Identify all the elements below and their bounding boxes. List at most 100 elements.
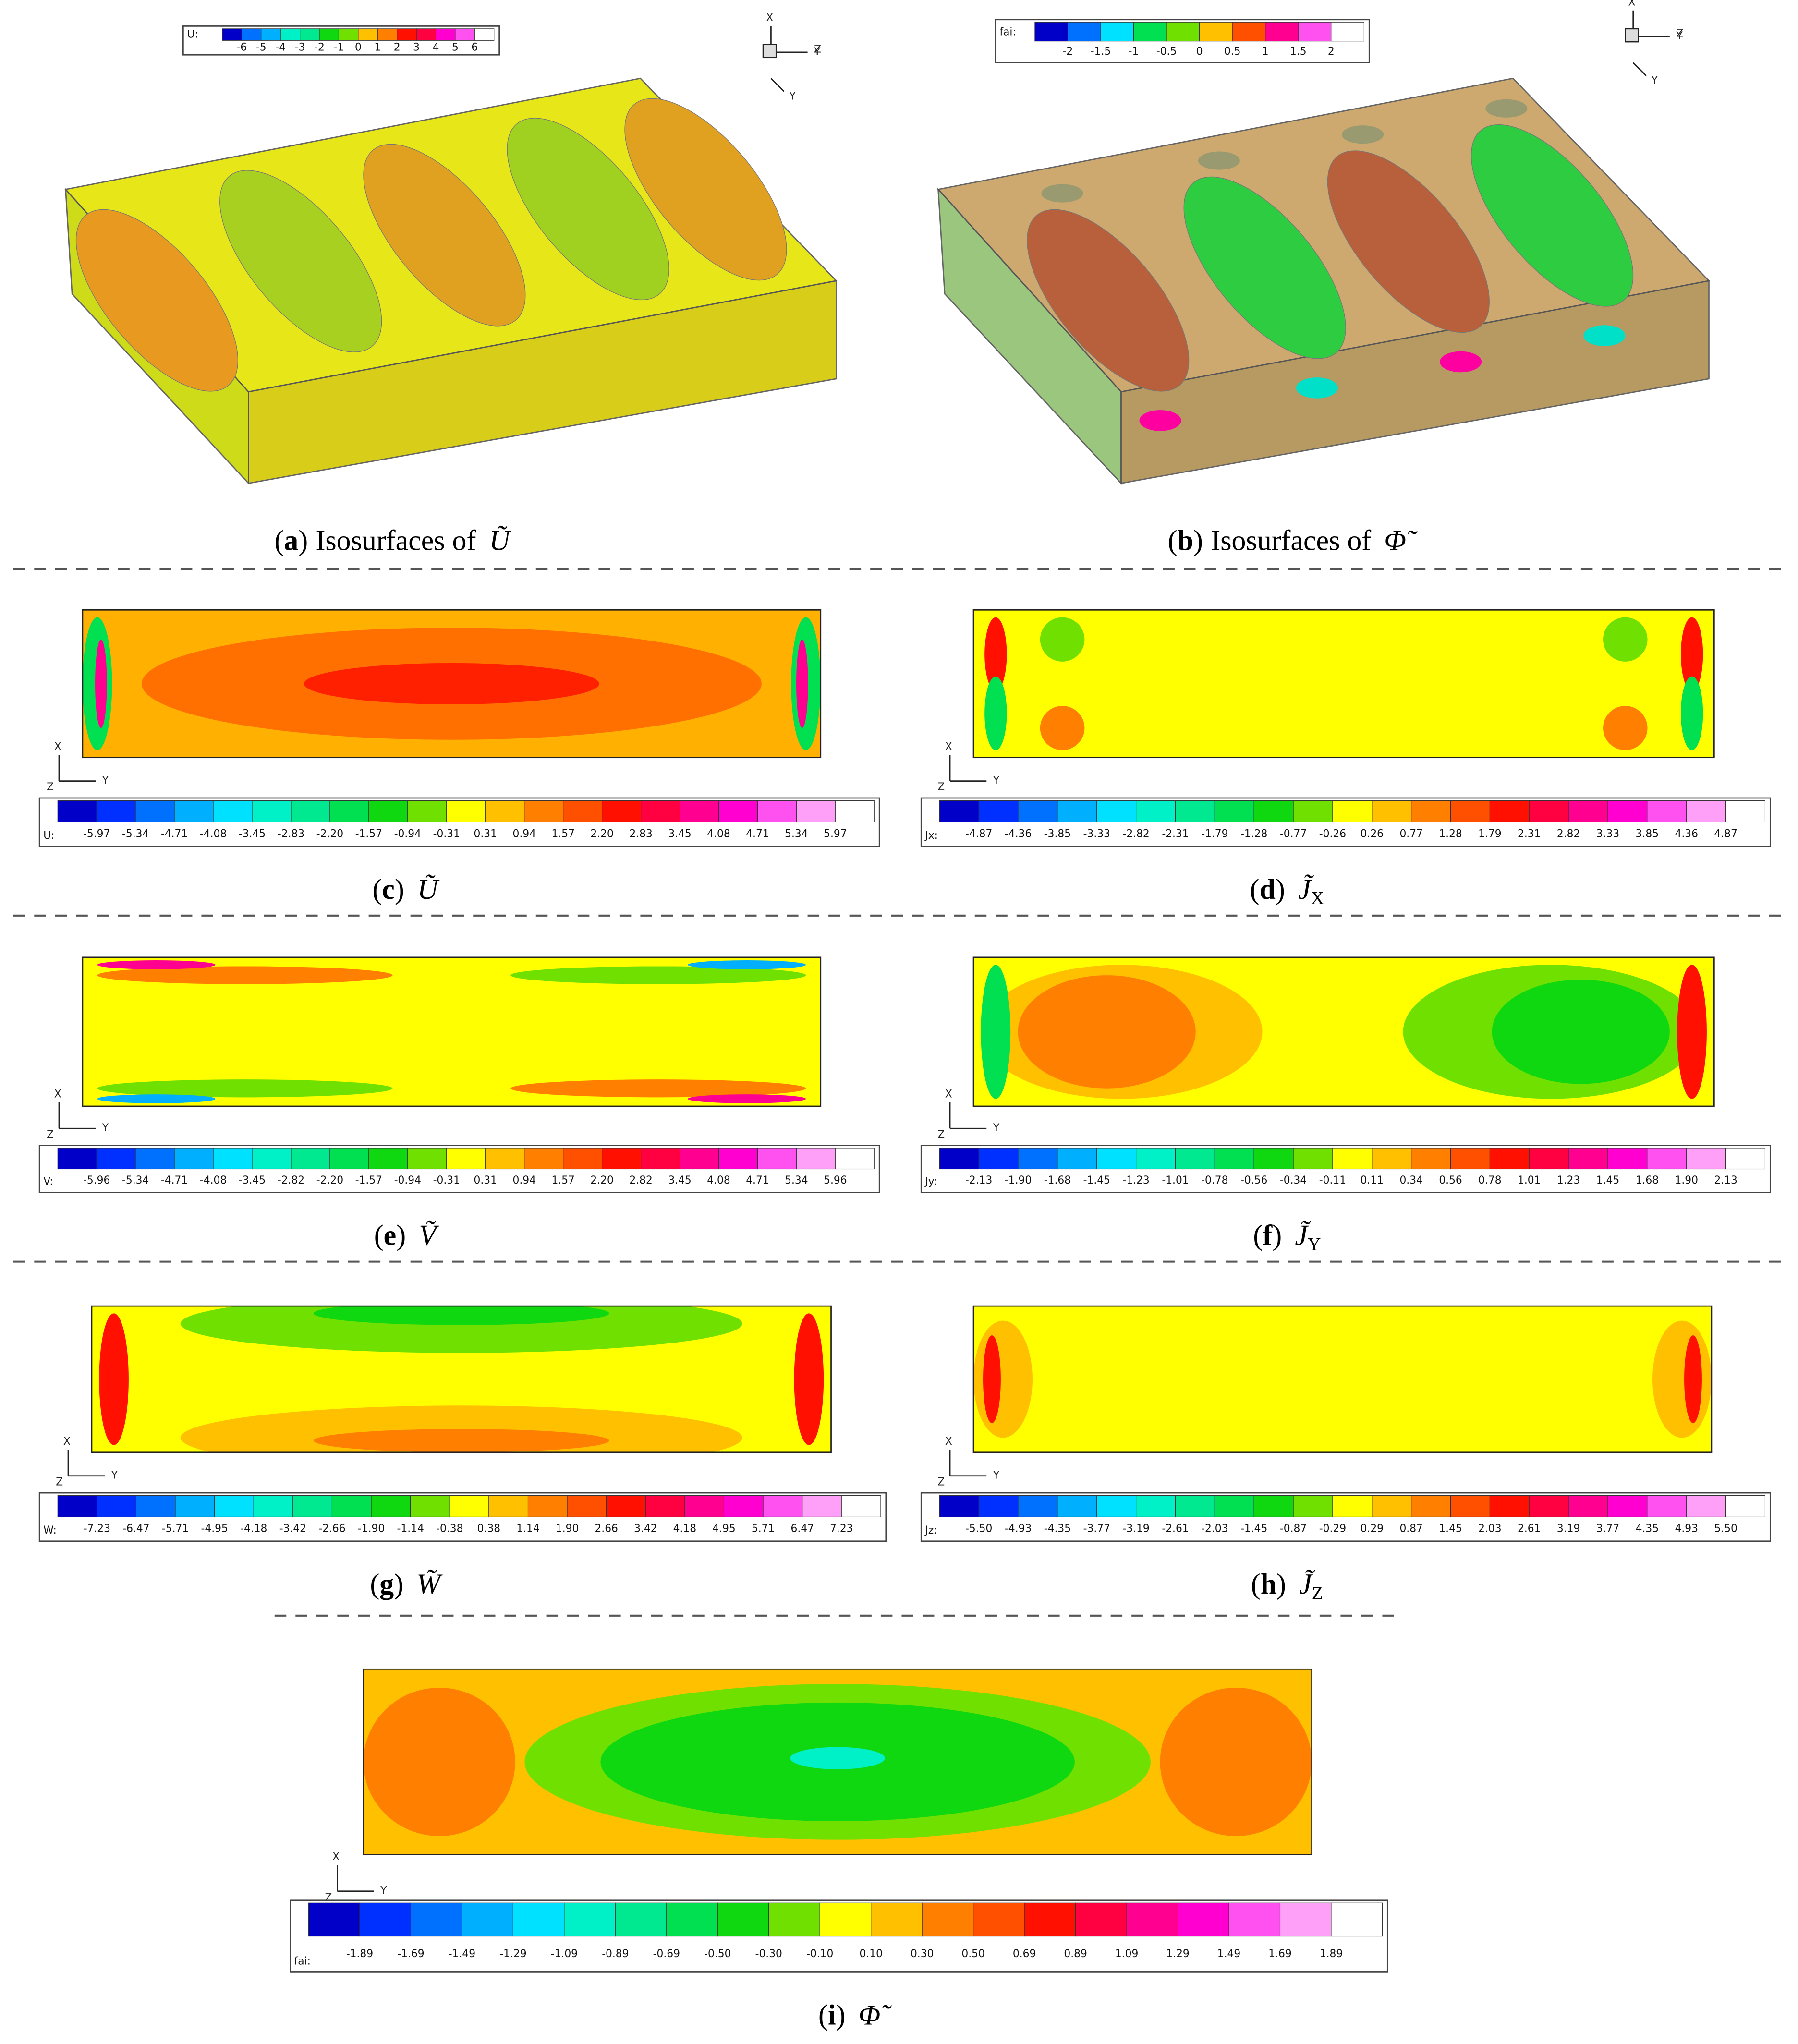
isosurface-cap [1041, 184, 1083, 203]
colorbar-tick-label: 0.50 [961, 1948, 984, 1960]
colorbar-cell [485, 1148, 525, 1170]
colorbar-tick-label: -4.08 [200, 828, 227, 840]
caption: (f) J̃Y [1253, 1219, 1321, 1254]
axis-label: Y [814, 46, 821, 58]
colorbar-cell [368, 1148, 408, 1170]
caption-symbol: Ṽ [419, 1219, 439, 1251]
colorbar-label: W: [43, 1524, 57, 1536]
contour-plot [91, 1306, 831, 1452]
colorbar-tick-label: 0.56 [1439, 1174, 1462, 1186]
colorbar-cell [1067, 22, 1101, 42]
caption: (c) Ũ [372, 873, 440, 905]
colorbar-tick-label: -4.08 [200, 1174, 227, 1186]
colorbar-cell [455, 28, 475, 41]
colorbar-cell [1332, 1495, 1373, 1517]
colorbar-cell [871, 1902, 923, 1937]
contour-frame [972, 1305, 1713, 1453]
colorbar-cell [819, 1902, 872, 1937]
colorbar-tick-label: -4 [275, 41, 286, 53]
colorbar-cell [1332, 1148, 1373, 1170]
colorbar-cell [359, 1902, 411, 1937]
colorbar-tick-label: 2.20 [590, 828, 613, 840]
colorbar-cell [97, 1495, 136, 1517]
contour-region [1680, 617, 1703, 691]
colorbar-cell [1034, 22, 1068, 42]
contour-region [688, 1094, 806, 1103]
colorbar-cell [474, 28, 495, 41]
colorbar-cell [835, 1148, 875, 1170]
contour-plot [82, 957, 821, 1106]
axis-label: Y [380, 1885, 387, 1897]
contour-region [363, 1687, 515, 1836]
colorbar-cell [1331, 22, 1364, 42]
axis-label: X [63, 1436, 71, 1448]
colorbar-tick-label: 1.57 [551, 828, 574, 840]
colorbar-tick-label: -1.69 [397, 1948, 424, 1960]
colorbar-tick-label: 1.45 [1439, 1523, 1462, 1535]
colorbar-cell [1096, 800, 1137, 822]
colorbar-tick-label: -1 [334, 41, 344, 53]
colorbar-cell [1293, 1495, 1333, 1517]
colorbar-tick-label: 1.68 [1636, 1174, 1659, 1186]
colorbar-tick-label: 1.90 [1675, 1174, 1698, 1186]
colorbar-tick-label: -0.11 [1319, 1174, 1346, 1186]
colorbar-tick-label: -4.93 [1005, 1523, 1032, 1535]
colorbar-tick-label: 5.71 [752, 1523, 775, 1535]
axis-label: Y [102, 775, 109, 787]
colorbar-cell [1725, 1495, 1765, 1517]
caption-letter: e [384, 1219, 397, 1251]
isosurface [624, 98, 787, 281]
colorbar-cell [679, 1148, 719, 1170]
contour-region [790, 1747, 885, 1769]
caption-paren: ( [1251, 1568, 1261, 1600]
colorbar-cell [253, 1495, 293, 1517]
colorbar-tick-label: 1.09 [1115, 1948, 1138, 1960]
colorbar-cell [135, 800, 175, 822]
caption-paren: ) [1276, 873, 1285, 905]
colorbar-tick-label: -2.31 [1162, 828, 1189, 840]
colorbar-label: Jy: [924, 1176, 937, 1188]
colorbar-cell [292, 1495, 333, 1517]
caption-symbol: W̃ [416, 1568, 443, 1600]
caption-letter: h [1261, 1568, 1276, 1600]
colorbar-label: fai: [294, 1956, 311, 1968]
contour-region [1040, 617, 1085, 662]
colorbar-tick-label: 2.61 [1518, 1523, 1541, 1535]
contour-frame [82, 956, 822, 1107]
contour-region [984, 676, 1007, 750]
colorbar-cell [1228, 1902, 1281, 1937]
colorbar-cell [1136, 800, 1176, 822]
colorbar-cell [684, 1495, 725, 1517]
axis-label: X [766, 12, 773, 24]
colorbar-cell [1178, 1902, 1229, 1937]
colorbar-cell [319, 28, 339, 41]
colorbar-tick-label: 1.5 [1290, 46, 1307, 58]
axis-label: Z [937, 781, 945, 793]
colorbar-cell [679, 800, 719, 822]
axis-label: Y [993, 775, 1000, 787]
colorbar-cell [718, 1148, 758, 1170]
axis-label: Y [993, 1122, 1000, 1134]
colorbar-cell [978, 1148, 1019, 1170]
colorbar-cell [641, 800, 680, 822]
contour-plot [973, 610, 1714, 758]
colorbar-cell [57, 1148, 97, 1170]
colorbar-tick-label: 7.23 [830, 1523, 853, 1535]
colorbar-cell [1057, 800, 1097, 822]
axis-label: Y [111, 1470, 118, 1482]
caption-symbol: Φ̃ [1384, 524, 1418, 556]
colorbar-cell [1214, 800, 1254, 822]
colorbar-cell [802, 1495, 842, 1517]
colorbar-cell [1279, 1902, 1332, 1937]
colorbar-cell [1018, 1148, 1058, 1170]
colorbar-tick-label: 0.89 [1064, 1948, 1087, 1960]
colorbar-tick-label: -0.94 [394, 1174, 421, 1186]
colorbar-cell [1166, 22, 1200, 42]
caption-symbol: Φ̃ [859, 1999, 892, 2031]
contour-bg [973, 1306, 1712, 1452]
colorbar-tick-label: -5.96 [83, 1174, 110, 1186]
isosurface-cap [1485, 99, 1528, 118]
colorbar-tick-label: -6 [237, 41, 247, 53]
contour-plot [363, 1669, 1312, 1855]
axis-line [1632, 62, 1647, 76]
